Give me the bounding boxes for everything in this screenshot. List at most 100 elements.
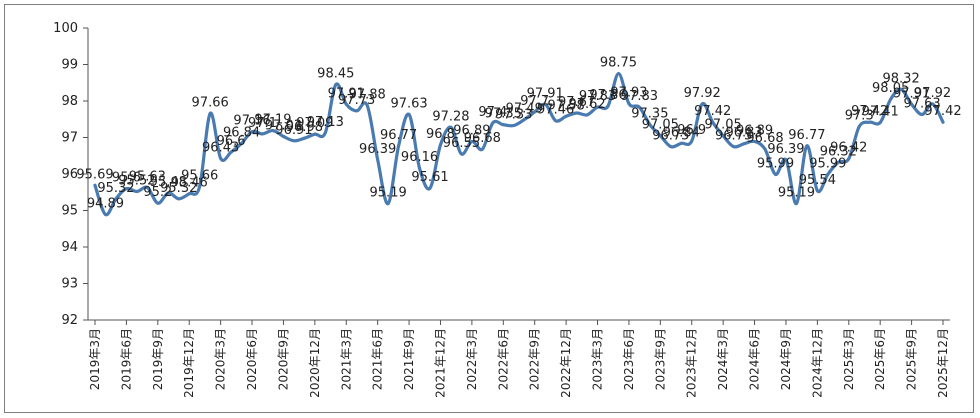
data-point [355, 109, 359, 113]
data-point [198, 184, 202, 188]
data-point [700, 102, 704, 106]
y-tick-label: 95 [61, 204, 78, 219]
x-tick-label: 2021年12月 [433, 328, 447, 398]
x-tick-label: 2023年3月 [591, 328, 605, 390]
x-tick-label: 2022年12月 [559, 328, 573, 398]
x-axis: 2019年3月 2019年6月 2019年9月 2019年12月 2020年3月 2020… [88, 319, 950, 398]
data-label: 98.45 [317, 67, 354, 82]
data-point [177, 197, 181, 201]
data-point [648, 123, 652, 127]
data-point [365, 103, 369, 107]
data-point [250, 130, 254, 134]
data-point [805, 144, 809, 148]
data-point [522, 118, 526, 122]
data-point [281, 134, 285, 138]
data-label: 97.91 [893, 86, 930, 101]
data-point [166, 191, 170, 195]
data-label: 97.91 [527, 86, 564, 101]
x-tick-label: 2022年9月 [528, 328, 542, 390]
data-point [187, 192, 191, 196]
data-point [208, 111, 212, 115]
data-label: 97.88 [349, 87, 386, 102]
x-tick-label: 2019年9月 [151, 328, 165, 390]
data-label: 96.84 [663, 125, 700, 140]
data-point [910, 102, 914, 106]
data-point [438, 143, 442, 147]
data-label: 95.99 [757, 156, 794, 171]
x-tick-label: 2023年6月 [622, 328, 636, 390]
data-label: 95.66 [181, 168, 218, 183]
data-label: 95.6 [112, 171, 141, 186]
data-label: 96.68 [464, 131, 501, 146]
data-point [124, 187, 128, 191]
data-label: 97.41 [862, 105, 899, 120]
data-label: 98.32 [883, 71, 920, 86]
data-point [103, 213, 107, 217]
x-tick-label: 2020年9月 [276, 328, 290, 390]
data-label: 97.16 [233, 114, 270, 129]
x-tick-label: 2019年6月 [119, 328, 133, 390]
y-tick-label: 99 [61, 58, 78, 73]
data-label: 96.89 [736, 124, 773, 139]
data-point [627, 102, 631, 106]
x-tick-label: 2019年12月 [182, 328, 196, 398]
data-label: 95.52 [118, 174, 155, 189]
data-label: 96.6 [217, 134, 246, 149]
data-point [721, 134, 725, 138]
data-point [428, 186, 432, 190]
data-point [920, 113, 924, 117]
x-tick-label: 2024年12月 [810, 328, 824, 398]
data-label: 97.13 [307, 115, 344, 130]
x-tick-label: 2021年3月 [339, 328, 353, 390]
data-point [407, 113, 411, 117]
data-point [878, 121, 882, 125]
data-point [616, 72, 620, 76]
x-tick-label: 2025年6月 [873, 328, 887, 390]
data-point [480, 147, 484, 151]
data-label: 97.92 [914, 86, 951, 101]
data-point [679, 141, 683, 145]
data-label: 96.75 [652, 129, 689, 144]
y-axis: 92 93 94 95 96 97 98 99 100 [53, 21, 89, 328]
data-point [763, 147, 767, 151]
series-line [93, 71, 945, 217]
data-label: 97.19 [254, 113, 291, 128]
data-label: 95.32 [160, 181, 197, 196]
data-label: 97.86 [589, 88, 626, 103]
data-label: 95.63 [129, 170, 166, 185]
data-label: 97.83 [579, 89, 616, 104]
x-tick-label: 2019年3月 [88, 328, 102, 390]
data-label: 97.35 [631, 107, 668, 122]
data-label: 96.55 [443, 136, 480, 151]
y-tick-label: 92 [61, 313, 78, 328]
data-point [606, 104, 610, 108]
chart-frame [4, 4, 974, 413]
data-label: 97.28 [432, 109, 469, 124]
y-tick-label: 93 [61, 277, 78, 292]
data-label: 97.42 [694, 104, 731, 119]
x-tick-label: 2021年6月 [371, 328, 385, 390]
data-point [847, 157, 851, 161]
data-point [585, 113, 589, 117]
data-point [240, 141, 244, 145]
y-tick-label: 94 [61, 240, 78, 255]
data-point [575, 111, 579, 115]
data-point [418, 166, 422, 170]
data-label: 97.3 [845, 109, 874, 124]
data-label: 97.42 [851, 104, 888, 119]
data-label: 97.1 [248, 116, 277, 131]
data-label: 95.99 [809, 156, 846, 171]
data-label: 96.68 [746, 131, 783, 146]
data-point [459, 152, 463, 156]
data-point [229, 150, 233, 154]
data-points [93, 72, 945, 217]
data-point [773, 172, 777, 176]
x-tick-label: 2025年3月 [842, 328, 856, 390]
data-point [470, 140, 474, 144]
data-point [313, 132, 317, 136]
data-label: 95.19 [778, 186, 815, 201]
x-tick-label: 2020年3月 [214, 328, 228, 390]
data-point [564, 114, 568, 118]
data-point [899, 87, 903, 91]
y-tick-label: 100 [53, 21, 78, 36]
